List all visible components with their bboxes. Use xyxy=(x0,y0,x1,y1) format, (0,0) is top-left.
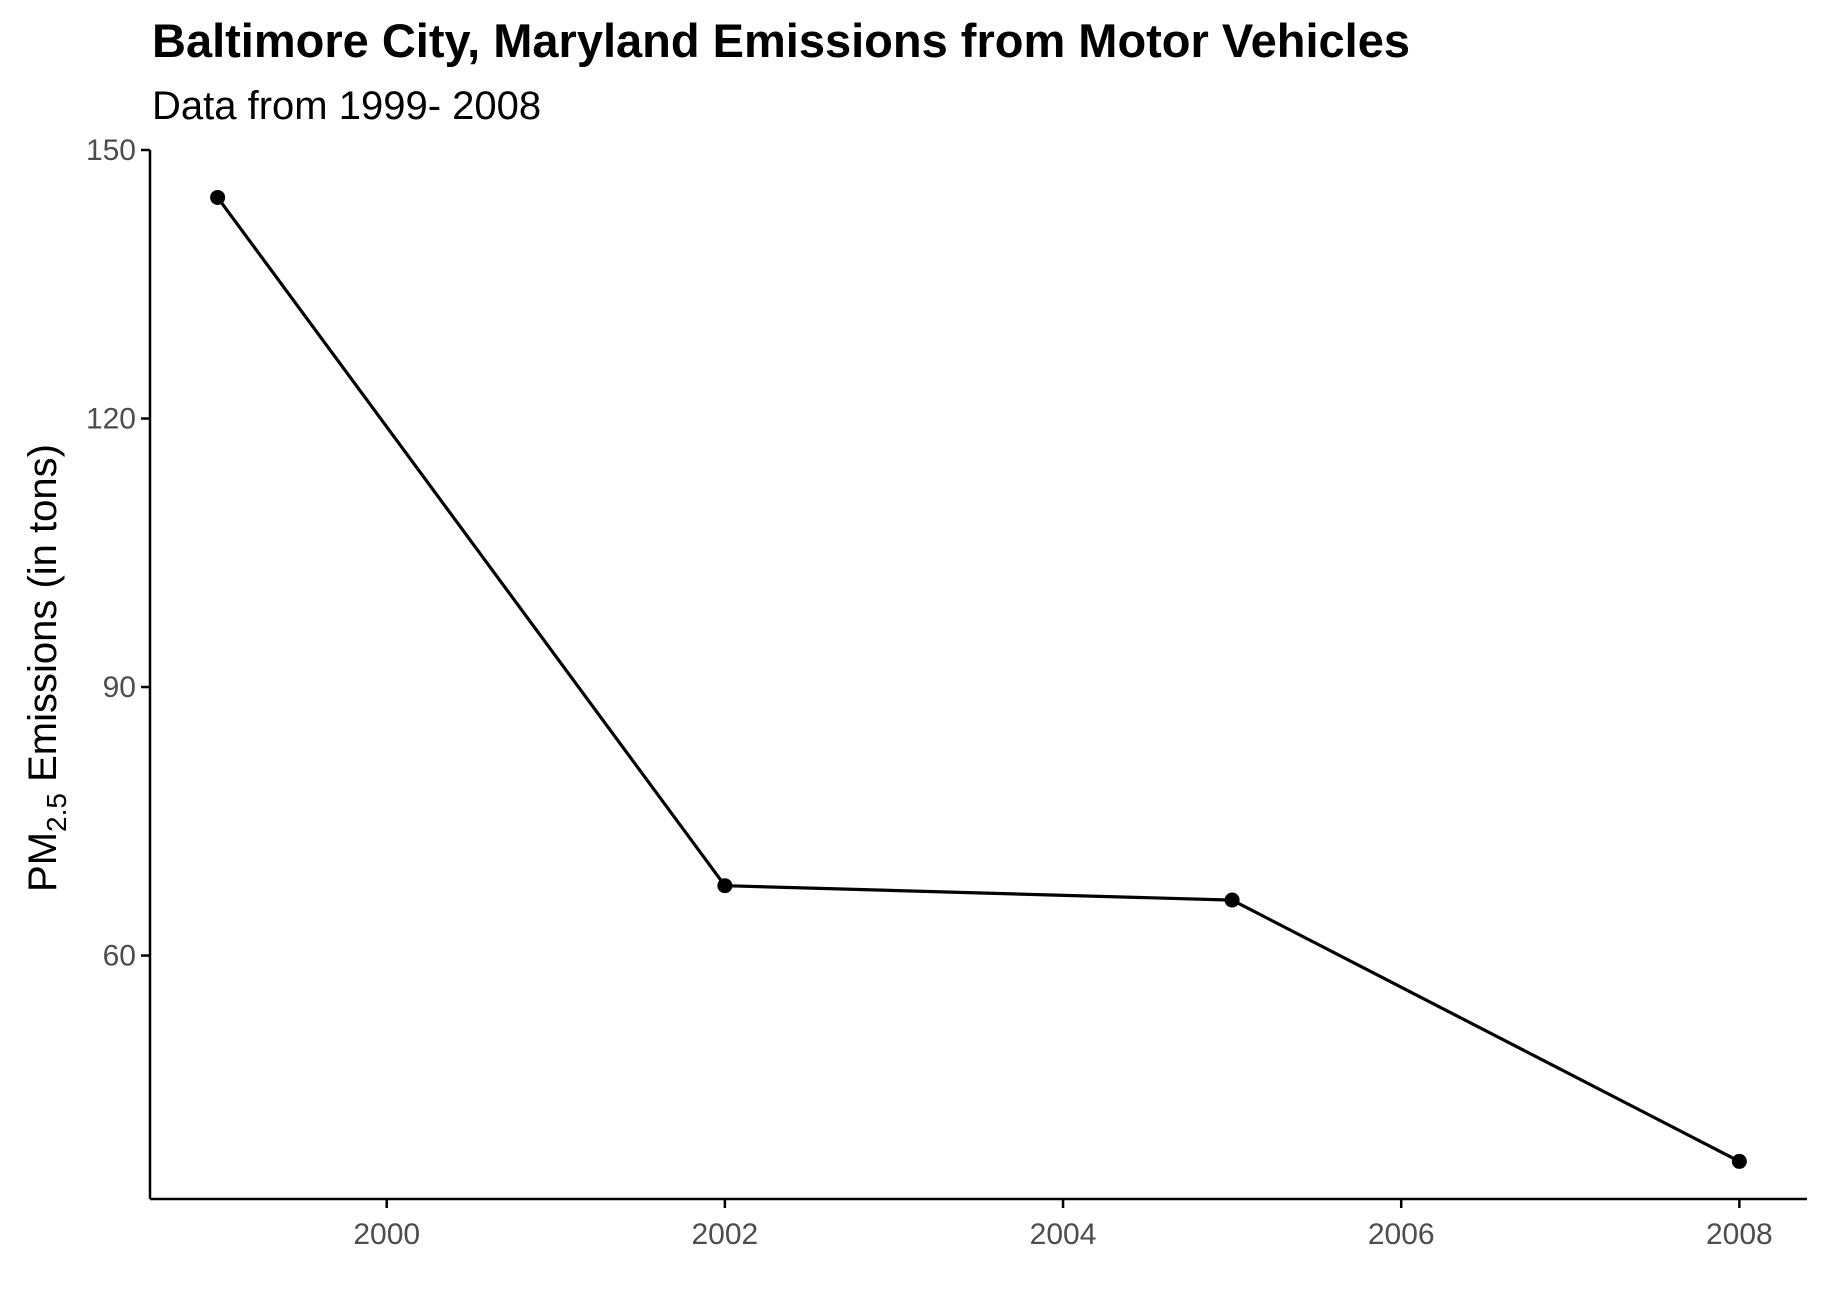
y-axis-title-subscript: 2.5 xyxy=(41,793,72,832)
y-axis-title: PM2.5 Emissions (in tons) xyxy=(21,444,72,892)
series xyxy=(210,189,1747,1169)
x-tick-label: 2006 xyxy=(1368,1218,1435,1251)
x-tick-label: 2002 xyxy=(692,1218,759,1251)
data-point xyxy=(717,878,733,894)
x-tick-label: 2000 xyxy=(353,1218,420,1251)
data-point xyxy=(1731,1153,1747,1169)
y-axis-title-prefix: PM xyxy=(21,832,65,892)
y-tick-label: 90 xyxy=(103,671,136,704)
chart-subtitle: Data from 1999- 2008 xyxy=(152,84,541,128)
y-tick-label: 150 xyxy=(86,134,136,167)
y-tick-label: 60 xyxy=(103,940,136,973)
series-line xyxy=(216,196,1741,1163)
y-axis-title-suffix: Emissions (in tons) xyxy=(21,444,65,793)
y-tick-label: 120 xyxy=(86,403,136,436)
x-tick-label: 2008 xyxy=(1706,1218,1773,1251)
x-tick-label: 2004 xyxy=(1030,1218,1097,1251)
axes: 60 90 120 150 2000 2002 2004 2006 2008 xyxy=(86,134,1807,1251)
data-point xyxy=(210,189,226,205)
data-point xyxy=(1224,892,1240,908)
chart-title: Baltimore City, Maryland Emissions from … xyxy=(152,14,1410,67)
